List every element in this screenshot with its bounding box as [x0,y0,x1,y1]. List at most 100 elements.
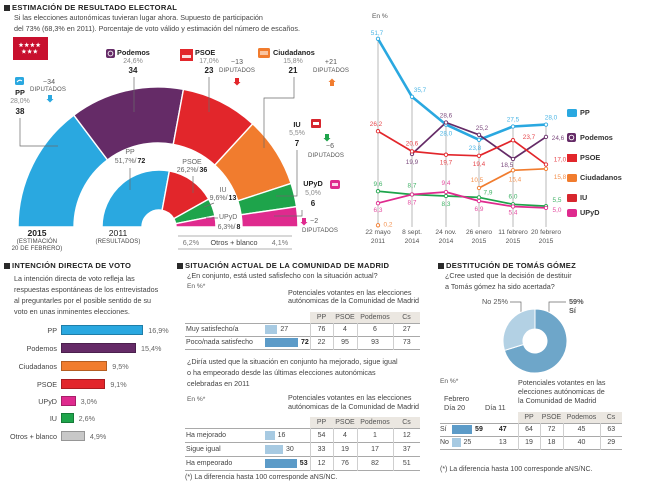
cell-psoe: 19 [332,442,357,457]
party-percent-pp: 28,0% [10,98,30,105]
row-label: Poco/nada satisfecho [186,339,253,346]
section-marker-icon [177,262,183,269]
leader-line-pp-2015 [19,118,58,147]
day-20-bar [452,424,473,434]
cell-cs: 51 [392,456,420,471]
intencion-title: INTENCIÓN DIRECTA DE VOTO [12,261,132,270]
situacion-unit-label: En %* [187,283,206,290]
x-tick-label: 2014 [404,238,420,245]
semicircle-2011 [101,169,217,228]
column-header-pp: PP [518,412,540,424]
party-2011-result-upyd: 6,3%/8 [218,224,241,231]
party-2011-seats-upyd: 8 [236,224,241,231]
column-header-day-11: Día 11 [485,403,506,412]
leader-lines [19,77,566,322]
party-name-pp: PP [15,88,25,97]
cell-cs: 12 [392,428,420,443]
bar-row-podemos: Podemos 15,4% [0,343,161,353]
header-blank [265,417,310,429]
donut-label-si: Sí [569,306,576,315]
bar-value-label: 9,1% [110,379,127,389]
upyd-logo-icon [330,180,340,189]
situacion-title: SITUACIÓN ACTUAL DE LA COMUNIDAD DE MADR… [185,261,390,270]
data-point-psoe [543,162,549,167]
column-header-podemos: Podemos [357,417,393,429]
party-2011-result-pp: 51,7%/72 [115,158,146,165]
seat-change-iu: −6 [325,143,335,150]
data-point-psoe [409,149,415,154]
bar-value-label: 9,5% [112,361,129,371]
data-label-psoe: 26,2 [370,121,383,128]
destitucion-header: DESTITUCIÓN DE TOMÁS GÓMEZ [438,262,576,270]
total-value: 16 [277,431,286,439]
data-label-ciudadanos: 0,2 [384,221,393,228]
intencion-header: INTENCIÓN DIRECTA DE VOTO [4,262,131,270]
arrow-down-icon [300,218,308,226]
total-bar-cell: 16 [265,429,310,443]
total-bar [265,444,283,454]
party-2011-percent-psoe: 26,2%/ [176,167,199,174]
total-bar-cell: 27 [265,324,310,337]
party-name-podemos: Podemos [117,48,150,57]
seat-change-unit-ciudadanos: DIPUTADOS [313,67,349,74]
party-percent-psoe: 17,0% [199,58,219,65]
data-point-pp [375,36,381,41]
cell-pp: 33 [309,442,333,457]
cell-pp: 22 [309,336,333,350]
total-value: 27 [280,325,289,333]
table-row: Sí 59 47 64 72 45 63 [440,423,622,437]
column-header-pp: PP [310,312,333,324]
destitucion-footnote: (*) La diferencia hasta 100 corresponde … [440,466,593,473]
estimacion-title: ESTIMACIÓN DE RESULTADO ELECTORAL [12,3,178,12]
situacion-question-1: ¿En conjunto, está usted safisfecho con … [187,271,378,280]
total-bar [265,458,297,468]
party-name-upyd: UPyD [303,179,323,188]
bar-label: PSOE [37,379,57,389]
day-20-cell: 25 [452,437,488,450]
situacion-question-2-line: o ha empeorado desde las últimas eleccio… [187,368,376,377]
legend-label-podemos: Podemos [580,133,613,142]
bar-row-pp: PP 16,9% [0,325,169,335]
legend-label-pp: PP [580,108,590,117]
party-name-iu: IU [293,120,301,129]
bar-value-label: 4,9% [89,431,107,441]
year-2015-note: 20 DE FEBRERO) [11,246,63,252]
cell-cs: 27 [392,323,420,337]
column-header-cs: Cs [393,312,420,324]
bar-label: Ciudadanos [18,361,57,371]
total-bar [265,324,278,334]
data-point-upyd [510,204,516,209]
party-2011-result-psoe: 26,2%/36 [177,167,208,174]
cell-podemos: 82 [356,456,393,471]
series-line-upyd [377,191,547,209]
data-label-upyd: 8,7 [408,200,417,207]
madrid-flag-icon [13,37,48,60]
table-row: Muy satisfecho/a 27 76 4 6 27 [185,323,420,337]
leader-line-upyd-2015 [274,210,303,217]
otros-2015-percent: 4,1% [271,238,289,247]
situacion-footnote: (*) La diferencia hasta 100 corresponde … [185,474,338,481]
section-marker-icon [4,4,10,11]
total-value: 53 [299,459,308,467]
data-point-pp [543,122,549,127]
party-percent-ciudadanos: 15,8% [283,58,303,65]
podemos-logo-icon [106,49,115,58]
column-header-podemos: Podemos [357,312,393,324]
party-2011-name-pp: PP [125,149,135,156]
column-header-pp: PP [310,417,333,429]
row-label: Ha mejorado [186,432,227,439]
seat-change-unit-iu: DIPUTADOS [308,152,344,159]
day-11-value: 47 [498,426,507,433]
data-point-ciudadanos [375,223,381,228]
data-point-upyd [443,189,449,195]
seat-change-pp: −34 [42,79,56,86]
x-tick-label: 8 sept. [402,229,422,236]
table-row: No 25 13 19 18 40 29 [440,436,622,450]
data-label-upyd: 5,0 [553,207,562,214]
data-point-psoe [375,129,381,134]
data-label-podemos: 19,9 [406,159,419,166]
data-point-ciudadanos [476,185,482,191]
column-header-day-20: Día 20 [444,403,466,412]
total-bar-cell: 72 [265,337,310,350]
